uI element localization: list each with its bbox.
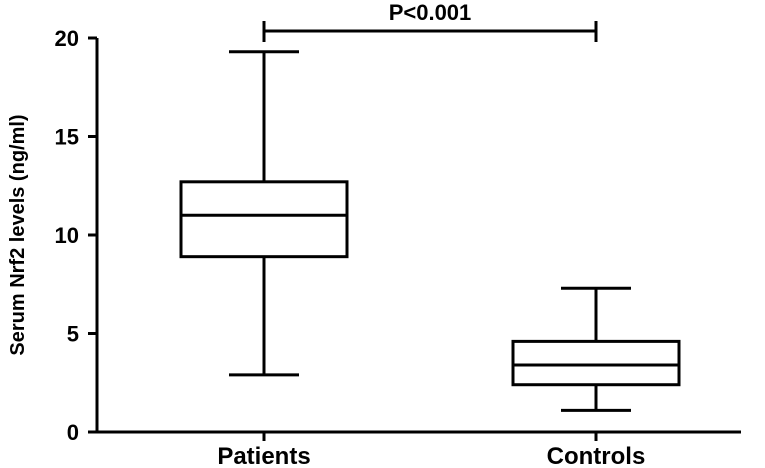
y-tick-label: 0 (67, 420, 79, 445)
y-tick-label: 10 (55, 223, 79, 248)
y-axis-label: Serum Nrf2 levels (ng/ml) (7, 114, 29, 355)
box-controls (511, 286, 681, 412)
y-axis: 0 5 10 15 20 (55, 26, 99, 445)
iqr-box (179, 180, 349, 259)
iqr-box (511, 339, 681, 387)
y-tick-label: 20 (55, 26, 79, 51)
boxes-layer (179, 50, 681, 412)
significance-annotation: P<0.001 (262, 0, 598, 42)
y-tick-label: 15 (55, 125, 79, 150)
p-value-label: P<0.001 (389, 0, 472, 25)
y-tick-label: 5 (67, 322, 79, 347)
x-tick-label: Patients (217, 443, 310, 468)
box-patients (179, 50, 349, 377)
x-tick-label: Controls (547, 443, 646, 468)
x-axis: Patients Controls (97, 430, 741, 468)
